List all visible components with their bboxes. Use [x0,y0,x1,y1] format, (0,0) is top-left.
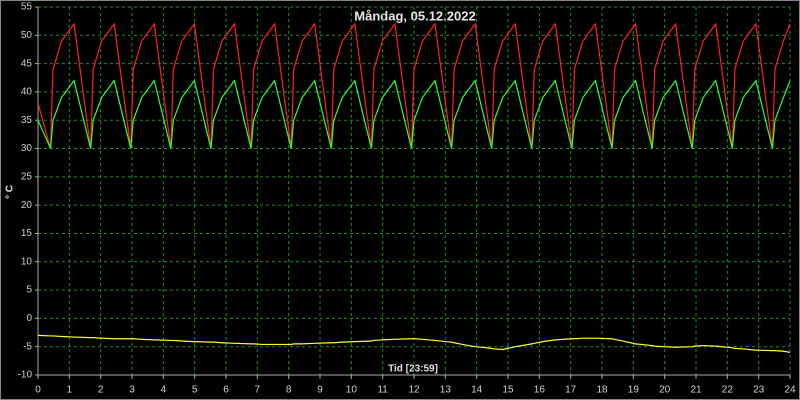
x-tick-label: 11 [377,385,388,396]
x-tick-label: 7 [255,385,261,396]
y-tick-label: 20 [21,200,33,211]
series-line [37,334,791,353]
x-tick-label: 18 [596,385,608,396]
x-tick-label: 13 [440,385,452,396]
y-tick-label: -5 [23,341,32,352]
x-tick-label: 17 [565,385,577,396]
y-tick-label: 10 [21,256,33,267]
x-tick-label: 3 [129,385,135,396]
y-tick-label: 40 [21,87,33,98]
x-tick-label: 24 [784,385,796,396]
x-tick-label: 19 [628,385,640,396]
x-tick-label: 14 [471,385,483,396]
y-tick-label: -10 [18,370,33,381]
x-tick-label: 9 [317,385,323,396]
y-tick-label: 30 [21,143,33,154]
series-line [37,22,791,149]
x-axis-label: Tid [23:59] [388,364,438,375]
y-tick-label: 0 [26,313,32,324]
y-tick-label: 25 [21,171,33,182]
x-tick-label: 0 [35,385,41,396]
x-tick-label: 15 [502,385,514,396]
x-tick-label: 8 [286,385,292,396]
x-tick-label: 23 [753,385,765,396]
x-tick-label: 5 [192,385,198,396]
x-tick-label: 10 [346,385,358,396]
y-tick-label: 55 [21,2,33,13]
y-tick-label: 15 [21,228,33,239]
y-tick-label: 35 [21,115,33,126]
x-tick-label: 20 [659,385,671,396]
x-tick-label: 2 [98,385,104,396]
x-tick-label: 22 [722,385,734,396]
y-tick-label: 50 [21,30,33,41]
x-tick-label: 6 [223,385,229,396]
x-tick-label: 4 [161,385,167,396]
x-tick-label: 16 [534,385,546,396]
y-tick-label: 5 [26,285,32,296]
x-tick-label: 21 [690,385,702,396]
x-tick-label: 1 [67,385,73,396]
series-line [37,79,791,149]
x-tick-label: 12 [408,385,420,396]
y-axis-label: ° C [5,185,16,199]
chart-title: Måndag, 05.12.2022 [354,8,475,23]
y-tick-label: 45 [21,58,33,69]
